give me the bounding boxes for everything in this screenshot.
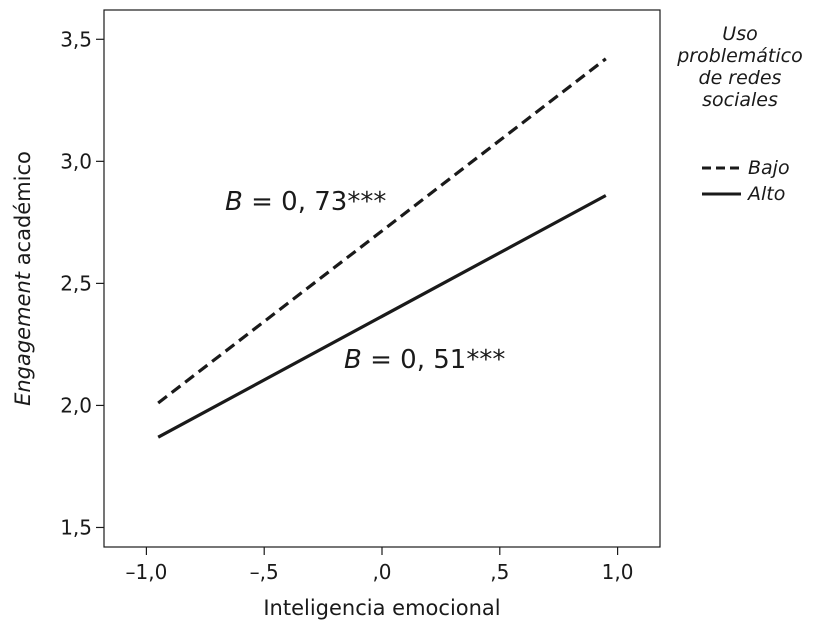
annotation-alto: B = 0, 51*** xyxy=(344,345,505,375)
legend-title-line: sociales xyxy=(702,89,778,111)
y-axis-title-rest: académico xyxy=(11,151,35,272)
legend-title-line: de redes xyxy=(699,67,782,89)
x-tick-label: ,0 xyxy=(372,560,391,584)
annotation-coef-value: = 0, 73*** xyxy=(243,187,386,217)
legend-label-bajo: Bajo xyxy=(748,157,790,179)
y-tick-label: 2,0 xyxy=(60,393,92,417)
x-tick-label: 1,0 xyxy=(602,560,634,584)
legend-title-line: Uso xyxy=(722,23,757,45)
annotation-coef-symbol: B xyxy=(344,345,362,375)
annotation-coef-symbol: B xyxy=(225,187,243,217)
y-tick-label: 3,5 xyxy=(60,27,92,51)
y-axis-title-italic: Engagement xyxy=(11,271,35,406)
y-axis-title: Engagement académico xyxy=(11,151,35,406)
x-tick-label: –,5 xyxy=(250,560,279,584)
y-tick-label: 3,0 xyxy=(60,149,92,173)
x-tick-label: –1,0 xyxy=(126,560,168,584)
annotation-bajo: B = 0, 73*** xyxy=(225,187,386,217)
y-tick-label: 2,5 xyxy=(60,271,92,295)
series-line-alto xyxy=(157,194,607,439)
annotation-coef-value: = 0, 51*** xyxy=(362,345,505,375)
series-line-bajo xyxy=(157,57,607,405)
legend-title-line: problemático xyxy=(676,45,802,67)
plot-frame xyxy=(103,9,661,548)
legend-label-alto: Alto xyxy=(746,183,785,205)
y-tick-label: 1,5 xyxy=(60,515,92,539)
x-axis-title: Inteligencia emocional xyxy=(263,596,500,620)
plot-area: 1,5 2,0 2,5 3,0 3,5 –1,0 –,5 ,0 ,5 1,0 Inteligenci… xyxy=(11,9,661,620)
x-tick-label: ,5 xyxy=(490,560,509,584)
